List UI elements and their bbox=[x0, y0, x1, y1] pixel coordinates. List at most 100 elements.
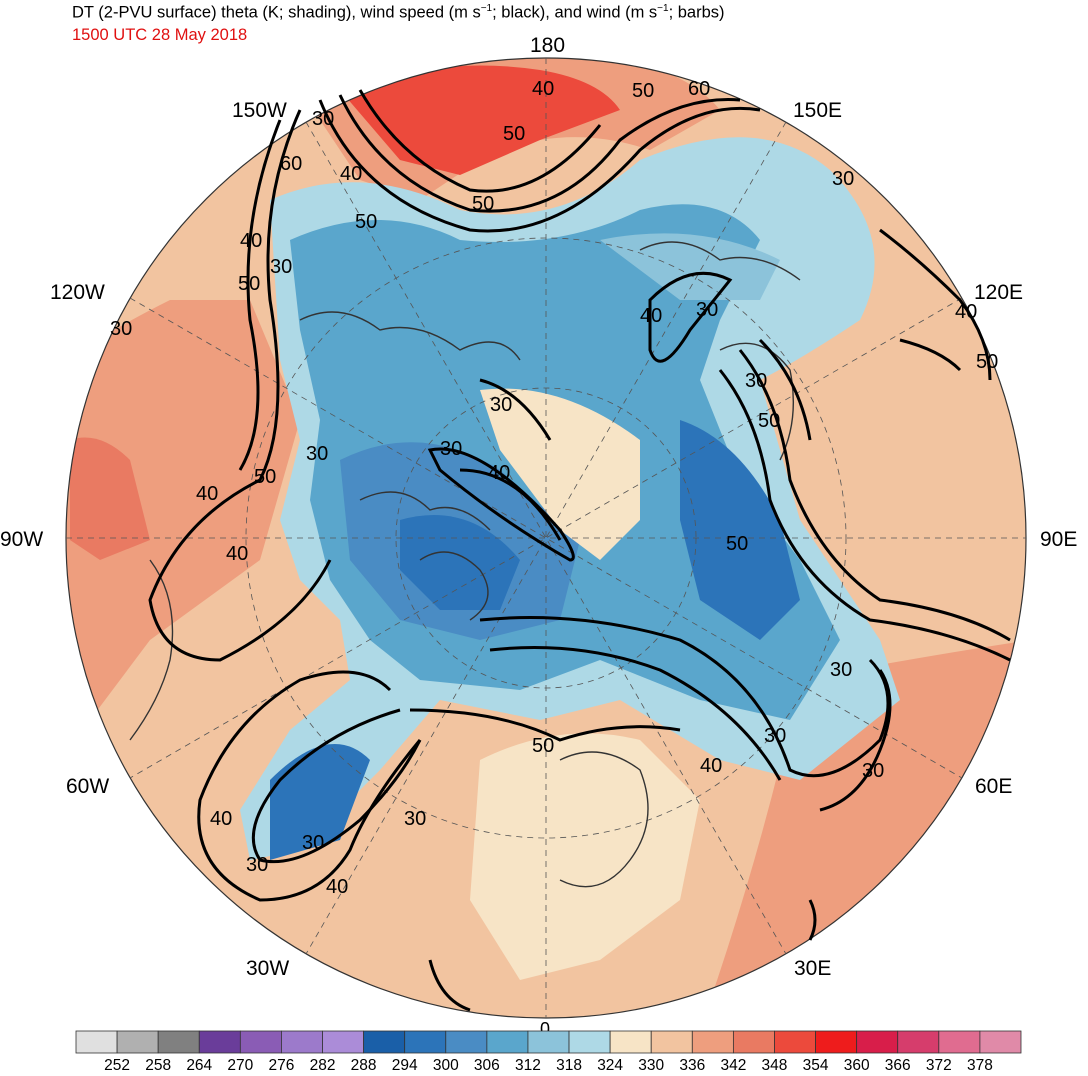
colorbar-swatch bbox=[322, 1030, 365, 1054]
contour-label: 30 bbox=[404, 808, 426, 830]
colorbar-swatch bbox=[75, 1030, 118, 1054]
colorbar-tick-label: 318 bbox=[556, 1057, 582, 1074]
contour-label: 40 bbox=[340, 163, 362, 185]
contour-label: 30 bbox=[246, 854, 268, 876]
contour-label: 40 bbox=[226, 543, 248, 565]
contour-label: 30 bbox=[745, 370, 767, 392]
contour-label: 40 bbox=[955, 301, 977, 323]
colorbar-tick-label: 372 bbox=[926, 1057, 952, 1074]
contour-label: 50 bbox=[726, 533, 748, 555]
label-30w: 30W bbox=[246, 957, 289, 980]
contour-label: 40 bbox=[532, 78, 554, 100]
colorbar-swatch bbox=[691, 1030, 734, 1054]
contour-label: 50 bbox=[976, 351, 998, 373]
title-end: ; barbs) bbox=[668, 3, 725, 22]
contour-label: 40 bbox=[326, 876, 348, 898]
contour-label: 30 bbox=[302, 832, 324, 854]
contour-label: 40 bbox=[210, 808, 232, 830]
title-mid: ; black), and wind (m s bbox=[492, 3, 658, 22]
theta-shading bbox=[66, 58, 1026, 1018]
contour-label: 30 bbox=[312, 108, 334, 130]
label-90w: 90W bbox=[0, 528, 43, 551]
contour-label: 50 bbox=[758, 410, 780, 432]
colorbar-tick-label: 366 bbox=[885, 1057, 911, 1074]
contour-label: 30 bbox=[306, 443, 328, 465]
coastlines bbox=[129, 241, 801, 888]
colorbar-swatch bbox=[281, 1030, 323, 1054]
colorbar-tick-label: 378 bbox=[967, 1057, 993, 1074]
colorbar-tick-label: 348 bbox=[762, 1057, 788, 1074]
colorbar-swatch bbox=[116, 1030, 159, 1054]
colorbar-tick-label: 252 bbox=[104, 1057, 130, 1074]
contour-label: 30 bbox=[440, 438, 462, 460]
colorbar-swatch bbox=[198, 1030, 241, 1054]
colorbar-swatch bbox=[815, 1030, 858, 1054]
colorbar-swatch bbox=[404, 1030, 447, 1054]
colorbar-swatch bbox=[856, 1030, 899, 1054]
contour-label: 30 bbox=[490, 394, 512, 416]
colorbar-tick-label: 264 bbox=[186, 1057, 212, 1074]
contour-label: 30 bbox=[862, 760, 884, 782]
label-60w: 60W bbox=[66, 775, 109, 798]
contour-label: 40 bbox=[488, 462, 510, 484]
colorbar-tick-label: 306 bbox=[474, 1057, 500, 1074]
colorbar-swatch bbox=[897, 1030, 940, 1054]
label-120e: 120E bbox=[974, 281, 1023, 304]
colorbar-tick-label: 282 bbox=[310, 1057, 336, 1074]
label-180: 180 bbox=[530, 34, 565, 57]
contour-label: 50 bbox=[632, 80, 654, 102]
colorbar-swatch bbox=[445, 1030, 488, 1054]
colorbar-swatch bbox=[774, 1030, 816, 1054]
contour-label: 30 bbox=[270, 256, 292, 278]
contour-label: 40 bbox=[240, 230, 262, 252]
contour-label: 30 bbox=[832, 168, 854, 190]
contour-label: 50 bbox=[472, 193, 494, 215]
colorbar-swatch bbox=[650, 1030, 693, 1054]
contour-label: 40 bbox=[196, 483, 218, 505]
colorbar-tick-label: 342 bbox=[720, 1057, 746, 1074]
contour-label: 40 bbox=[700, 755, 722, 777]
label-30e: 30E bbox=[794, 957, 831, 980]
contour-label: 50 bbox=[254, 466, 276, 488]
label-150e: 150E bbox=[793, 99, 842, 122]
graticule bbox=[66, 58, 1026, 1018]
contour-label: 50 bbox=[238, 273, 260, 295]
valid-time: 1500 UTC 28 May 2018 bbox=[72, 26, 248, 44]
label-90e: 90E bbox=[1040, 528, 1077, 551]
colorbar-tick-label: 270 bbox=[227, 1057, 253, 1074]
colorbar-swatch bbox=[609, 1030, 652, 1054]
colorbar-swatch bbox=[239, 1030, 282, 1054]
contour-label: 30 bbox=[110, 318, 132, 340]
colorbar-tick-label: 360 bbox=[844, 1057, 870, 1074]
contour-label: 50 bbox=[503, 123, 525, 145]
longitude-labels: 180 150W 150E 120W 120E 90W 90E 60W 60E … bbox=[0, 34, 1077, 1039]
title-main: DT (2-PVU surface) theta (K; shading), w… bbox=[72, 3, 481, 22]
colorbar-swatch bbox=[732, 1030, 775, 1054]
label-60e: 60E bbox=[975, 775, 1012, 798]
contour-label: 50 bbox=[355, 211, 377, 233]
map-title: DT (2-PVU surface) theta (K; shading), w… bbox=[72, 3, 725, 23]
contour-label: 60 bbox=[280, 153, 302, 175]
colorbar-tick-label: 330 bbox=[638, 1057, 664, 1074]
colorbar-tick-label: 354 bbox=[803, 1057, 829, 1074]
title-sup-2: −1 bbox=[657, 3, 669, 14]
label-150w: 150W bbox=[232, 99, 287, 122]
colorbar-tick-label: 300 bbox=[433, 1057, 459, 1074]
colorbar-swatch bbox=[157, 1030, 200, 1054]
contour-label: 30 bbox=[696, 299, 718, 321]
colorbar-swatch bbox=[979, 1030, 1022, 1054]
colorbar-swatch bbox=[527, 1030, 570, 1054]
colorbar: 252 258 264 270 276 282 288 294 300 306 312 318 324 3… bbox=[75, 1030, 1022, 1074]
colorbar-tick-label: 336 bbox=[679, 1057, 705, 1074]
colorbar-tick-label: 276 bbox=[268, 1057, 294, 1074]
contour-label: 50 bbox=[532, 735, 554, 757]
wind-speed-contours bbox=[148, 89, 1011, 1012]
contour-label: 30 bbox=[830, 659, 852, 681]
colorbar-swatch bbox=[568, 1030, 611, 1054]
title-sup-1: −1 bbox=[480, 3, 493, 14]
colorbar-tick-label: 288 bbox=[351, 1057, 377, 1074]
label-120w: 120W bbox=[50, 281, 105, 304]
contour-label: 40 bbox=[640, 305, 662, 327]
